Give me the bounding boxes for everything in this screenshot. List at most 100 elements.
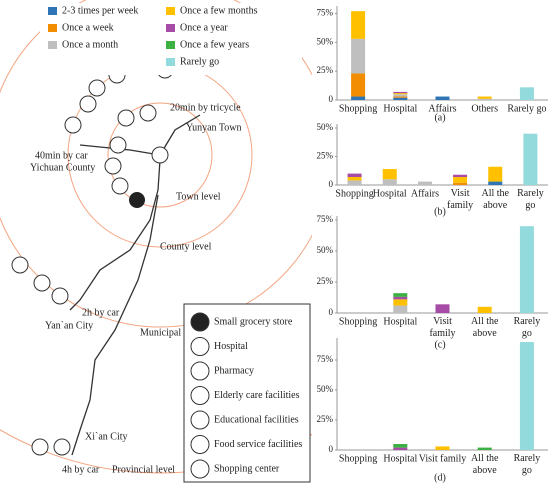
place-label: 2h by car <box>82 307 120 318</box>
bar-segment <box>393 91 408 94</box>
place-label: Provincial level <box>112 464 175 475</box>
caption: (b) <box>434 206 446 217</box>
y-tick-label: 0 <box>329 179 334 189</box>
place-label: Yunyan Town <box>186 122 242 133</box>
y-tick-label: 50% <box>317 384 334 394</box>
bar-segment <box>435 96 450 100</box>
legend-label: Once a month <box>62 39 118 50</box>
y-tick-label: 25% <box>317 151 334 161</box>
legend-label: Rarely go <box>180 56 219 67</box>
bar-segment <box>488 166 503 182</box>
legend-label: Once a few months <box>180 5 258 16</box>
bar-segment <box>351 96 366 100</box>
bar-segment <box>393 93 408 95</box>
bar-segment <box>393 299 408 306</box>
legend-icon <box>190 410 210 430</box>
legend-swatch <box>166 58 175 66</box>
bar-segment <box>519 226 534 313</box>
x-tick-label: Shopping <box>339 453 377 464</box>
y-tick-label: 75% <box>317 354 334 364</box>
x-tick-label: Hospital <box>383 316 417 327</box>
caption: (d) <box>434 472 446 483</box>
bar-segment <box>477 447 492 450</box>
x-tick-label: Rarely go <box>517 188 544 211</box>
x-tick-label: Rarely go <box>514 316 541 339</box>
place-label: Yichuan County <box>30 162 95 173</box>
caption: (a) <box>434 112 445 123</box>
bar-segment <box>435 446 450 450</box>
place-label: 4h by car <box>62 464 100 475</box>
legend-label: Shopping center <box>214 463 280 474</box>
y-tick-label: 0 <box>329 94 334 104</box>
legend-label: Once a few years <box>180 39 249 50</box>
road <box>69 159 161 311</box>
legend-icon <box>190 312 210 332</box>
y-tick-label: 50% <box>317 245 334 255</box>
y-tick-label: 50% <box>317 122 334 132</box>
bar-segment <box>393 94 408 97</box>
legend-swatch <box>48 7 57 15</box>
place-label: Municipal level <box>140 327 203 338</box>
bar-segment <box>453 177 468 183</box>
y-tick-label: 0 <box>329 444 334 454</box>
x-tick-label: Hospital <box>373 188 407 199</box>
legend-label: 2-3 times per week <box>62 5 138 16</box>
bar-segment <box>351 73 366 97</box>
legend-icon <box>190 337 210 356</box>
y-tick-label: 0 <box>329 307 334 317</box>
x-tick-label: Visit family <box>419 453 466 464</box>
legend-label: Educational facilities <box>214 414 299 425</box>
bar-segment <box>477 98 492 100</box>
caption: (c) <box>434 339 445 350</box>
y-tick-label: 25% <box>317 414 334 424</box>
y-tick-label: 75% <box>317 214 334 224</box>
bar-segment <box>417 181 432 185</box>
bar-segment <box>351 38 366 74</box>
ring <box>0 0 312 328</box>
legend-label: Once a year <box>180 22 228 33</box>
bar-segment <box>393 296 408 300</box>
legend-swatch <box>166 7 175 15</box>
bar-segment <box>488 181 503 185</box>
x-tick-label: Visit family <box>447 188 473 211</box>
legend-swatch <box>48 24 57 32</box>
bar-segment <box>382 169 397 180</box>
icon-legend: Small grocery store Hospital Pharmacy Elder… <box>190 312 302 479</box>
place-label: Yan`an City <box>45 320 93 331</box>
bar-segment <box>477 306 492 313</box>
bar-segment <box>435 304 450 313</box>
bar-segment <box>347 177 362 181</box>
x-tick-label: Affairs <box>411 188 439 199</box>
ring <box>107 102 213 208</box>
x-tick-label: All the above <box>482 188 510 211</box>
x-tick-label: Hospital <box>383 103 417 114</box>
x-tick-label: Shopping <box>335 188 373 199</box>
x-tick-label: Shopping <box>339 316 377 327</box>
bar-segment <box>453 182 468 185</box>
x-tick-label: Rarely go <box>507 103 546 114</box>
legend-label: Pharmacy <box>214 365 254 376</box>
bar-segment <box>393 293 408 297</box>
map <box>0 0 312 474</box>
legend-swatch <box>48 41 57 49</box>
y-tick-label: 75% <box>317 8 334 18</box>
legend-icon <box>190 361 210 381</box>
y-tick-label: 50% <box>317 36 334 46</box>
legend-swatch <box>166 41 175 49</box>
bar-segment <box>393 97 408 100</box>
bar-segment <box>347 173 362 178</box>
bar-segment <box>393 444 408 448</box>
icons <box>11 57 174 456</box>
place-label: 40min by car <box>35 150 88 161</box>
place-label: Town level <box>176 191 221 202</box>
ring <box>0 429 312 474</box>
x-tick-label: Hospital <box>383 453 417 464</box>
bar-segment <box>351 11 366 39</box>
bar-segment <box>453 174 468 178</box>
bar-segment <box>523 133 538 185</box>
place-label: Xi`an City <box>85 431 128 442</box>
x-tick-label: Others <box>471 103 498 114</box>
legend-icon <box>190 459 210 479</box>
legend-label: Hospital <box>214 341 248 352</box>
bar-segment <box>382 179 397 185</box>
